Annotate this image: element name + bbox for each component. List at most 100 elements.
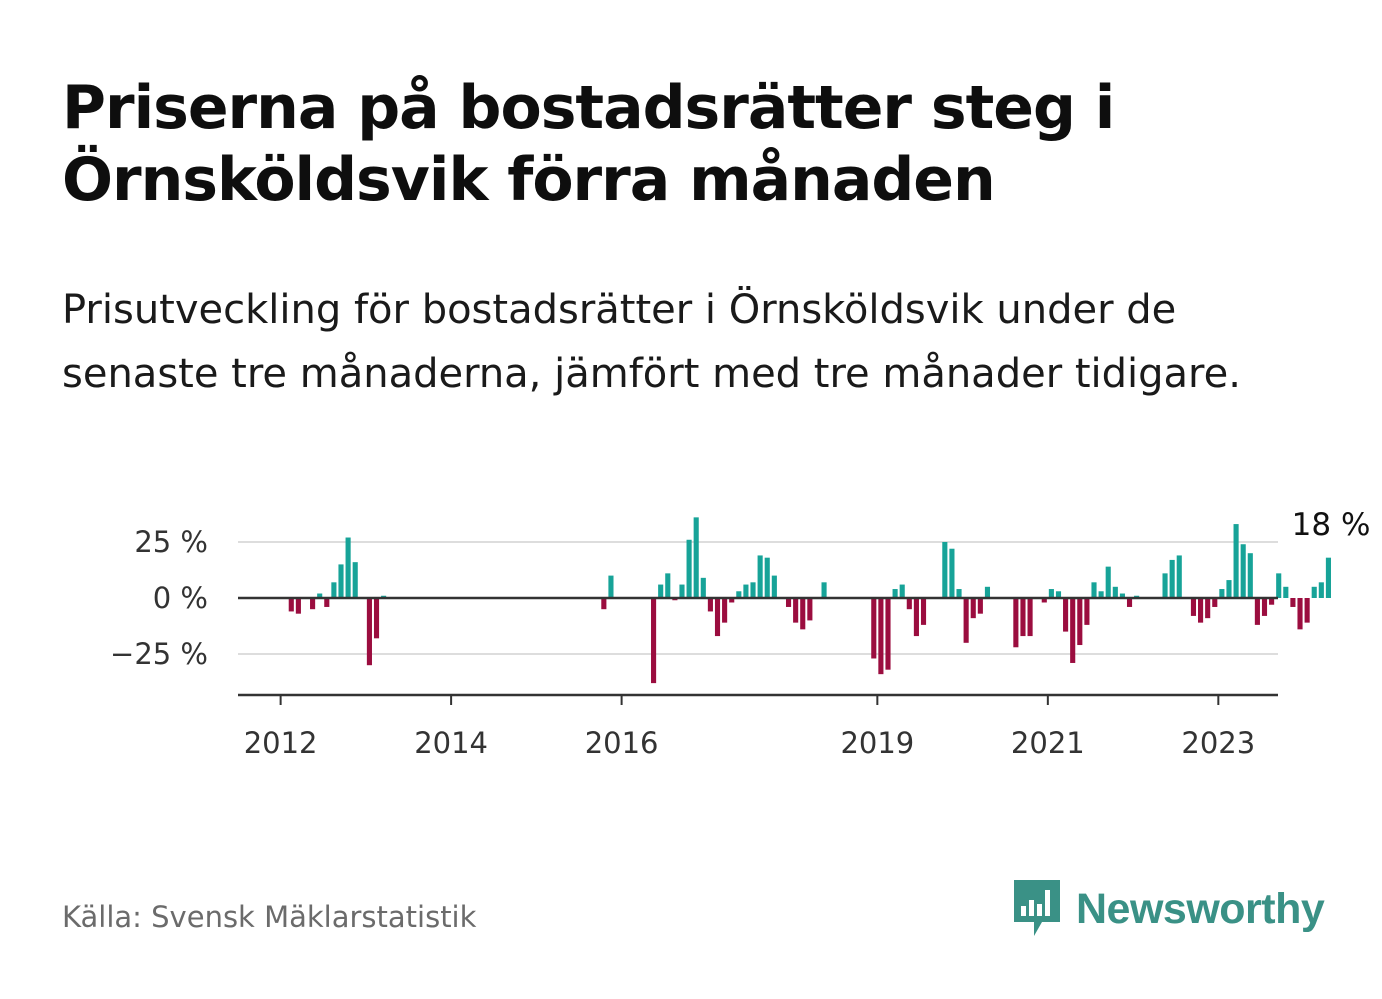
bar	[1198, 598, 1204, 623]
bar	[785, 598, 792, 607]
y-tick-label: 25 %	[134, 525, 208, 559]
bar	[1098, 591, 1104, 598]
bar	[700, 577, 706, 598]
bar	[729, 598, 735, 603]
bar	[906, 598, 912, 610]
x-tick-label: 2012	[244, 726, 318, 760]
bar	[686, 539, 692, 598]
bar	[1041, 598, 1047, 603]
bar	[771, 575, 777, 598]
bar	[1290, 598, 1296, 607]
bar	[736, 591, 742, 598]
bar	[1240, 544, 1246, 598]
bar	[1297, 598, 1303, 630]
bar	[885, 598, 891, 670]
bar	[1020, 598, 1026, 637]
last-value-label: 18 %	[1292, 507, 1371, 543]
bar	[970, 598, 976, 619]
bar	[1205, 598, 1211, 619]
bar	[1162, 573, 1168, 598]
bar	[1013, 598, 1019, 648]
axes: 25 % 0 % −25 % 2012 2014 2016 2019 2021 2023	[110, 525, 1278, 760]
bar	[366, 598, 372, 666]
bar	[345, 537, 351, 598]
bar	[651, 598, 657, 684]
bar	[750, 582, 756, 598]
source-note: Källa: Svensk Mäklarstatistik	[62, 900, 477, 934]
bar	[693, 517, 699, 598]
bar	[707, 598, 713, 612]
bar	[1169, 559, 1175, 598]
x-tick-label: 2014	[414, 726, 488, 760]
bar	[1283, 586, 1289, 598]
bar	[1226, 580, 1232, 598]
x-tick-label: 2019	[840, 726, 914, 760]
x-tick-label: 2021	[1011, 726, 1085, 760]
bar	[1247, 553, 1253, 598]
bar	[1055, 591, 1062, 598]
bar	[1269, 598, 1275, 605]
bar	[1254, 598, 1260, 625]
bar	[757, 555, 763, 598]
bar	[942, 542, 948, 598]
bar	[1077, 598, 1083, 646]
labels: 18 %	[1292, 507, 1371, 543]
bar	[373, 598, 380, 639]
bar	[1126, 598, 1133, 607]
bar	[1119, 593, 1125, 598]
bar	[608, 575, 614, 598]
logo-icon	[1014, 880, 1060, 936]
bar	[913, 598, 919, 637]
bar	[1304, 598, 1310, 623]
gridlines	[238, 541, 1278, 655]
bar	[1311, 586, 1317, 598]
bar	[963, 598, 969, 643]
bar	[1176, 555, 1182, 598]
bar	[878, 598, 884, 675]
bar	[665, 573, 671, 598]
bar	[1070, 598, 1076, 663]
bar	[1261, 598, 1268, 616]
bar	[984, 586, 991, 598]
bar	[807, 598, 813, 621]
bar	[1212, 598, 1218, 607]
bar	[288, 598, 294, 612]
bar	[764, 557, 770, 598]
bar	[679, 584, 685, 598]
chart-subtitle: Prisutveckling för bostadsrätter i Örnsk…	[62, 287, 1241, 397]
bar	[871, 598, 877, 659]
bar	[899, 584, 905, 598]
bar	[338, 564, 344, 598]
bar	[1318, 582, 1324, 598]
bar	[977, 598, 983, 614]
bar	[324, 598, 330, 607]
bar	[1091, 582, 1097, 598]
bar	[956, 589, 962, 598]
x-tick-label: 2023	[1181, 726, 1255, 760]
bar	[949, 548, 955, 598]
bar	[1190, 598, 1197, 616]
bar	[1276, 573, 1282, 598]
bar	[892, 589, 898, 598]
bar	[743, 584, 749, 598]
bar	[1063, 598, 1069, 632]
logo-text: Newsworthy	[1076, 884, 1325, 933]
bar	[1048, 589, 1054, 598]
bar	[310, 598, 316, 610]
bar	[1112, 586, 1118, 598]
newsworthy-logo: Newsworthy	[1012, 878, 1325, 940]
chart-title: Priserna på bostadsrätter steg i Örnsköl…	[62, 73, 1115, 215]
bar	[658, 584, 664, 598]
bar	[295, 598, 301, 614]
bar	[1084, 598, 1090, 625]
bar	[317, 593, 323, 598]
bar	[1219, 589, 1225, 598]
bar-chart: 25 % 0 % −25 % 2012 2014 2016 2019 2021 2023 18 …	[110, 507, 1371, 760]
bar	[1233, 524, 1239, 598]
bar	[920, 598, 927, 625]
bar	[722, 598, 728, 623]
x-tick-label: 2016	[585, 726, 659, 760]
y-tick-label: −25 %	[110, 637, 208, 671]
bar	[1027, 598, 1033, 637]
bar	[1325, 557, 1331, 598]
